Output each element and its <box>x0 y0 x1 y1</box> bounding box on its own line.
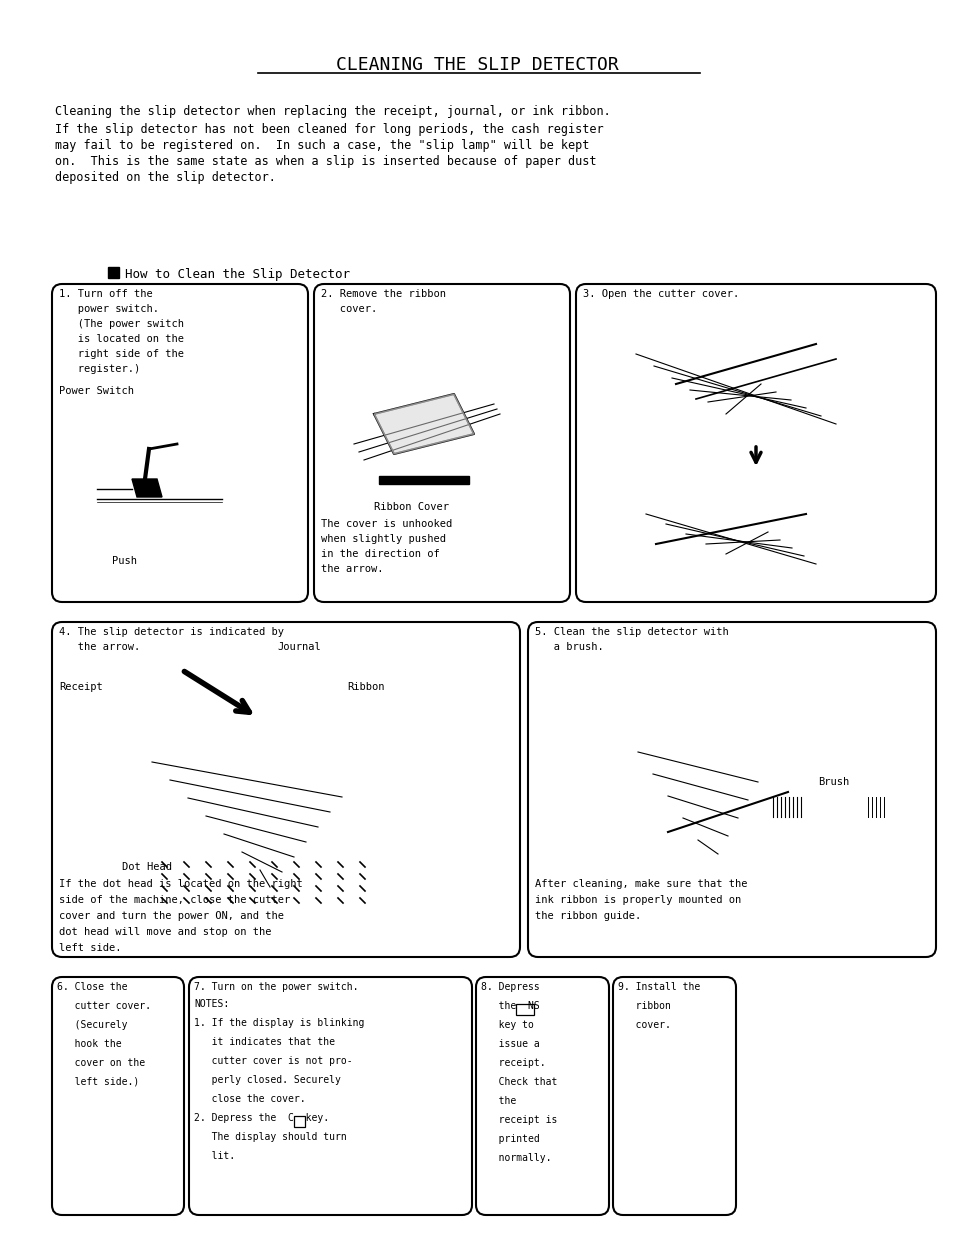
Text: The cover is unhooked: The cover is unhooked <box>320 519 452 529</box>
Text: the arrow.: the arrow. <box>320 564 383 574</box>
Text: the  NS: the NS <box>480 1001 539 1011</box>
Text: CLEANING THE SLIP DETECTOR: CLEANING THE SLIP DETECTOR <box>335 56 618 74</box>
Text: power switch.: power switch. <box>59 304 159 313</box>
FancyBboxPatch shape <box>189 978 472 1215</box>
Text: right side of the: right side of the <box>59 349 184 359</box>
Text: hook the: hook the <box>57 1040 121 1049</box>
Text: 4. The slip detector is indicated by: 4. The slip detector is indicated by <box>59 627 284 637</box>
Text: printed: printed <box>480 1134 539 1144</box>
FancyBboxPatch shape <box>52 284 308 602</box>
Text: cover on the: cover on the <box>57 1058 145 1068</box>
Text: cover and turn the power ON, and the: cover and turn the power ON, and the <box>59 911 284 921</box>
Text: key to: key to <box>480 1020 534 1030</box>
Text: receipt is: receipt is <box>480 1115 557 1125</box>
Text: (The power switch: (The power switch <box>59 318 184 330</box>
Text: is located on the: is located on the <box>59 335 184 344</box>
Text: 6. Close the: 6. Close the <box>57 983 128 992</box>
Text: dot head will move and stop on the: dot head will move and stop on the <box>59 927 272 937</box>
Text: in the direction of: in the direction of <box>320 549 439 559</box>
Text: (Securely: (Securely <box>57 1020 128 1030</box>
Text: 8. Depress: 8. Depress <box>480 983 539 992</box>
FancyBboxPatch shape <box>314 284 569 602</box>
Text: Dot Head: Dot Head <box>122 862 172 872</box>
Text: close the cover.: close the cover. <box>193 1094 305 1104</box>
FancyBboxPatch shape <box>613 978 735 1215</box>
Text: the: the <box>480 1097 516 1106</box>
Text: After cleaning, make sure that the: After cleaning, make sure that the <box>535 878 747 890</box>
Text: receipt.: receipt. <box>480 1058 545 1068</box>
Text: issue a: issue a <box>480 1040 539 1049</box>
Text: 3. Open the cutter cover.: 3. Open the cutter cover. <box>582 289 739 299</box>
Text: register.): register.) <box>59 364 140 374</box>
Bar <box>294 1116 305 1127</box>
Text: when slightly pushed: when slightly pushed <box>320 534 446 544</box>
Text: Ribbon Cover: Ribbon Cover <box>374 502 449 512</box>
Text: cutter cover is not pro-: cutter cover is not pro- <box>193 1056 353 1066</box>
Bar <box>108 266 119 278</box>
Text: 1. Turn off the: 1. Turn off the <box>59 289 152 299</box>
Polygon shape <box>132 479 162 497</box>
Text: Push: Push <box>112 556 137 566</box>
Text: cover.: cover. <box>320 304 376 313</box>
Text: on.  This is the same state as when a slip is inserted because of paper dust: on. This is the same state as when a sli… <box>55 155 596 169</box>
Text: Receipt: Receipt <box>59 681 103 693</box>
Text: cutter cover.: cutter cover. <box>57 1001 151 1011</box>
Polygon shape <box>374 394 474 453</box>
Text: normally.: normally. <box>480 1154 551 1163</box>
Text: cover.: cover. <box>618 1020 670 1030</box>
Text: NOTES:: NOTES: <box>193 999 229 1009</box>
Text: Ribbon: Ribbon <box>347 681 384 693</box>
Text: may fail to be registered on.  In such a case, the "slip lamp" will be kept: may fail to be registered on. In such a … <box>55 139 589 152</box>
Text: 1. If the display is blinking: 1. If the display is blinking <box>193 1018 364 1028</box>
Text: Check that: Check that <box>480 1077 557 1087</box>
Text: Journal: Journal <box>276 642 320 652</box>
FancyBboxPatch shape <box>52 978 184 1215</box>
Text: a brush.: a brush. <box>535 642 603 652</box>
FancyBboxPatch shape <box>476 978 608 1215</box>
Text: perly closed. Securely: perly closed. Securely <box>193 1075 340 1085</box>
Bar <box>516 1004 534 1015</box>
Text: side of the machine, close the cutter: side of the machine, close the cutter <box>59 895 290 904</box>
Text: Power Switch: Power Switch <box>59 387 133 396</box>
Text: The display should turn: The display should turn <box>193 1132 346 1142</box>
Text: lit.: lit. <box>193 1151 234 1161</box>
Text: ribbon: ribbon <box>618 1001 670 1011</box>
Text: How to Clean the Slip Detector: How to Clean the Slip Detector <box>125 268 350 281</box>
FancyBboxPatch shape <box>576 284 935 602</box>
Text: 5. Clean the slip detector with: 5. Clean the slip detector with <box>535 627 728 637</box>
Text: Cleaning the slip detector when replacing the receipt, journal, or ink ribbon.: Cleaning the slip detector when replacin… <box>55 105 610 118</box>
Text: 2. Depress the  C  key.: 2. Depress the C key. <box>193 1113 329 1123</box>
Text: it indicates that the: it indicates that the <box>193 1037 335 1047</box>
FancyBboxPatch shape <box>52 622 519 957</box>
Text: 2. Remove the ribbon: 2. Remove the ribbon <box>320 289 446 299</box>
Text: If the dot head is located on the right: If the dot head is located on the right <box>59 878 302 890</box>
Text: left side.): left side.) <box>57 1077 139 1087</box>
Text: the ribbon guide.: the ribbon guide. <box>535 911 640 921</box>
Text: 7. Turn on the power switch.: 7. Turn on the power switch. <box>193 983 358 992</box>
Text: the arrow.: the arrow. <box>59 642 140 652</box>
Text: Brush: Brush <box>817 777 848 787</box>
FancyBboxPatch shape <box>527 622 935 957</box>
Text: left side.: left side. <box>59 943 121 953</box>
Text: ink ribbon is properly mounted on: ink ribbon is properly mounted on <box>535 895 740 904</box>
Text: deposited on the slip detector.: deposited on the slip detector. <box>55 171 275 185</box>
Text: 9. Install the: 9. Install the <box>618 983 700 992</box>
Text: If the slip detector has not been cleaned for long periods, the cash register: If the slip detector has not been cleane… <box>55 123 603 136</box>
Bar <box>378 476 469 484</box>
